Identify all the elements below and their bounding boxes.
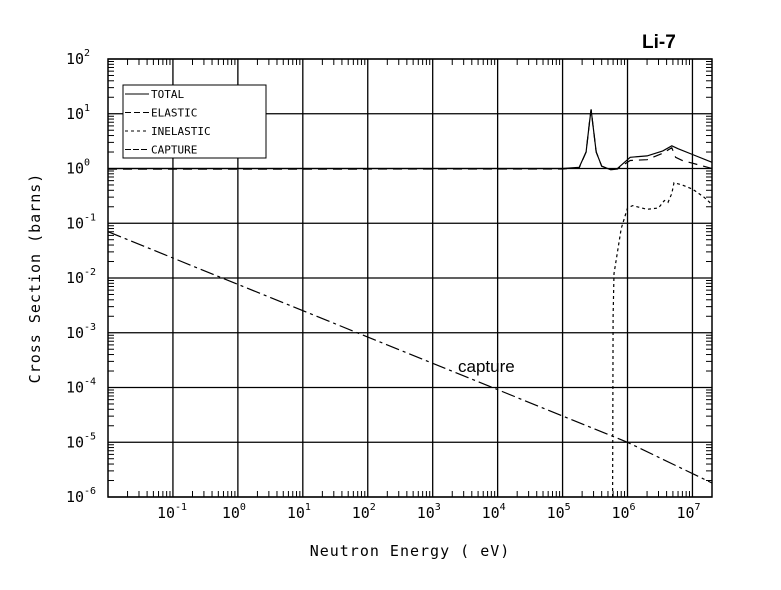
axis-ticks [108,59,713,497]
x-tick-exponent: -1 [175,502,187,513]
y-axis-label: Cross Section (barns) [26,173,44,384]
x-tick-label: 10 [287,504,305,522]
y-tick-label: 10 [66,379,84,397]
x-tick-label: 10 [157,504,175,522]
legend-label: TOTAL [151,88,184,101]
x-tick-exponent: 1 [305,502,311,513]
x-tick-label: 10 [676,504,694,522]
x-tick-exponent: 0 [240,502,246,513]
x-tick-label: 10 [612,504,630,522]
y-tick-exponent: -3 [84,322,96,333]
x-axis-label: Neutron Energy ( eV) [310,542,511,560]
x-tick-label: 10 [547,504,565,522]
series-lines [107,109,713,498]
legend-box [122,84,267,159]
legend-label: CAPTURE [151,144,197,157]
x-tick-exponent: 7 [694,502,700,513]
x-tick-exponent: 4 [500,502,506,513]
legend-label: ELASTIC [151,107,197,120]
x-tick-label: 10 [417,504,435,522]
y-tick-exponent: -2 [84,267,96,278]
capture-annotation: capture [458,357,515,376]
y-tick-label: 10 [66,433,84,451]
chart-title: Li-7 [642,32,676,53]
y-tick-exponent: -4 [84,377,96,388]
y-tick-label: 10 [66,324,84,342]
y-tick-label: 10 [66,488,84,506]
series-capture [107,231,713,484]
legend: TOTAL ELASTIC INELASTIC CAPTURE [122,84,267,159]
x-tick-label: 10 [482,504,500,522]
x-tick-exponent: 5 [565,502,571,513]
y-tick-label: 10 [66,50,84,68]
x-tick-label: 10 [222,504,240,522]
y-tick-label: 10 [66,269,84,287]
x-tick-labels: 10 -1 10 0 10 1 10 2 10 3 10 4 10 5 10 6 10 7 [157,502,701,522]
y-tick-label: 10 [66,160,84,178]
y-tick-label: 10 [66,214,84,232]
x-tick-exponent: 2 [370,502,376,513]
series-inelastic [612,181,713,498]
y-tick-exponent: -5 [84,431,96,442]
y-tick-exponent: 0 [84,158,90,169]
y-tick-exponent: -6 [84,486,96,497]
x-tick-exponent: 3 [435,502,441,513]
y-tick-exponent: -1 [84,212,96,223]
y-tick-label: 10 [66,105,84,123]
legend-label: INELASTIC [151,125,211,138]
y-tick-exponent: 1 [84,103,90,114]
series-elastic [107,109,713,171]
plot-frame [107,58,713,498]
x-tick-exponent: 6 [630,502,636,513]
y-tick-exponent: 2 [84,48,90,59]
x-tick-label: 10 [352,504,370,522]
